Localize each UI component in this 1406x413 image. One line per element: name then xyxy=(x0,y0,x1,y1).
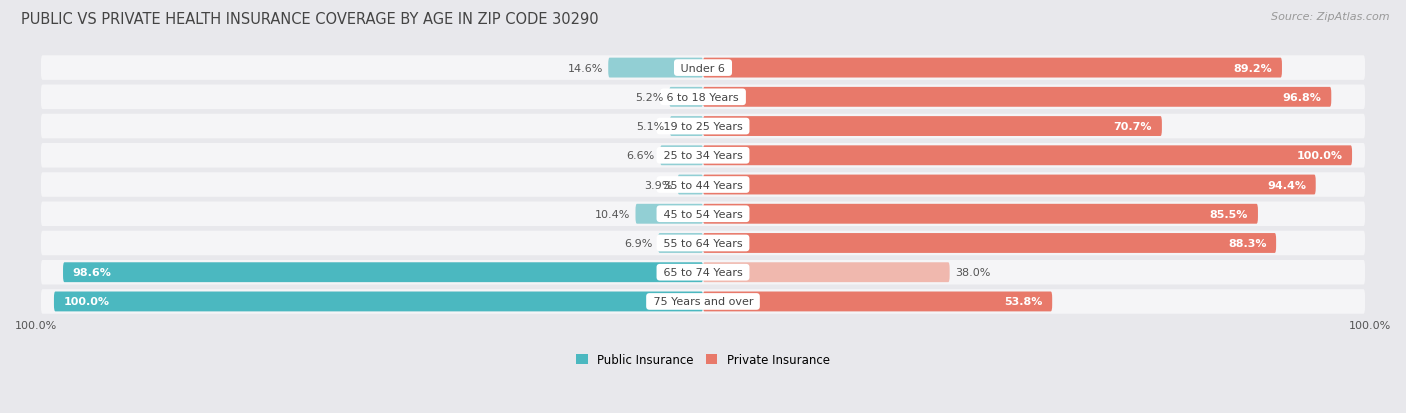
FancyBboxPatch shape xyxy=(41,85,1365,110)
Text: 19 to 25 Years: 19 to 25 Years xyxy=(659,122,747,132)
Text: 85.5%: 85.5% xyxy=(1209,209,1249,219)
FancyBboxPatch shape xyxy=(41,144,1365,168)
Text: 65 to 74 Years: 65 to 74 Years xyxy=(659,268,747,278)
Text: 38.0%: 38.0% xyxy=(955,268,990,278)
FancyBboxPatch shape xyxy=(41,173,1365,197)
FancyBboxPatch shape xyxy=(636,204,703,224)
Text: 94.4%: 94.4% xyxy=(1267,180,1306,190)
Text: 100.0%: 100.0% xyxy=(1348,320,1391,331)
Text: 3.9%: 3.9% xyxy=(644,180,672,190)
Text: 96.8%: 96.8% xyxy=(1282,93,1322,102)
Text: 98.6%: 98.6% xyxy=(73,268,111,278)
FancyBboxPatch shape xyxy=(41,202,1365,226)
Text: 100.0%: 100.0% xyxy=(63,297,110,307)
Text: 53.8%: 53.8% xyxy=(1004,297,1042,307)
FancyBboxPatch shape xyxy=(703,233,1277,253)
Text: Source: ZipAtlas.com: Source: ZipAtlas.com xyxy=(1271,12,1389,22)
Text: 70.7%: 70.7% xyxy=(1114,122,1152,132)
Legend: Public Insurance, Private Insurance: Public Insurance, Private Insurance xyxy=(571,349,835,371)
FancyBboxPatch shape xyxy=(703,59,1282,78)
Text: 55 to 64 Years: 55 to 64 Years xyxy=(659,238,747,248)
FancyBboxPatch shape xyxy=(703,263,949,282)
Text: 25 to 34 Years: 25 to 34 Years xyxy=(659,151,747,161)
FancyBboxPatch shape xyxy=(703,146,1353,166)
FancyBboxPatch shape xyxy=(669,88,703,107)
Text: 6.6%: 6.6% xyxy=(627,151,655,161)
FancyBboxPatch shape xyxy=(41,56,1365,81)
Text: 5.2%: 5.2% xyxy=(636,93,664,102)
Text: 14.6%: 14.6% xyxy=(568,64,603,74)
FancyBboxPatch shape xyxy=(678,175,703,195)
FancyBboxPatch shape xyxy=(53,292,703,312)
Text: 10.4%: 10.4% xyxy=(595,209,630,219)
FancyBboxPatch shape xyxy=(703,292,1052,312)
FancyBboxPatch shape xyxy=(703,88,1331,107)
FancyBboxPatch shape xyxy=(669,117,703,137)
FancyBboxPatch shape xyxy=(703,175,1316,195)
FancyBboxPatch shape xyxy=(703,117,1161,137)
FancyBboxPatch shape xyxy=(41,114,1365,139)
Text: 100.0%: 100.0% xyxy=(15,320,58,331)
FancyBboxPatch shape xyxy=(41,290,1365,314)
Text: 100.0%: 100.0% xyxy=(1296,151,1343,161)
FancyBboxPatch shape xyxy=(41,260,1365,285)
FancyBboxPatch shape xyxy=(703,204,1258,224)
FancyBboxPatch shape xyxy=(661,146,703,166)
Text: 6 to 18 Years: 6 to 18 Years xyxy=(664,93,742,102)
Text: PUBLIC VS PRIVATE HEALTH INSURANCE COVERAGE BY AGE IN ZIP CODE 30290: PUBLIC VS PRIVATE HEALTH INSURANCE COVER… xyxy=(21,12,599,27)
Text: Under 6: Under 6 xyxy=(678,64,728,74)
Text: 35 to 44 Years: 35 to 44 Years xyxy=(659,180,747,190)
FancyBboxPatch shape xyxy=(658,233,703,253)
Text: 89.2%: 89.2% xyxy=(1233,64,1272,74)
FancyBboxPatch shape xyxy=(41,231,1365,256)
Text: 5.1%: 5.1% xyxy=(637,122,665,132)
Text: 45 to 54 Years: 45 to 54 Years xyxy=(659,209,747,219)
Text: 88.3%: 88.3% xyxy=(1227,238,1267,248)
Text: 6.9%: 6.9% xyxy=(624,238,652,248)
FancyBboxPatch shape xyxy=(609,59,703,78)
FancyBboxPatch shape xyxy=(63,263,703,282)
Text: 75 Years and over: 75 Years and over xyxy=(650,297,756,307)
